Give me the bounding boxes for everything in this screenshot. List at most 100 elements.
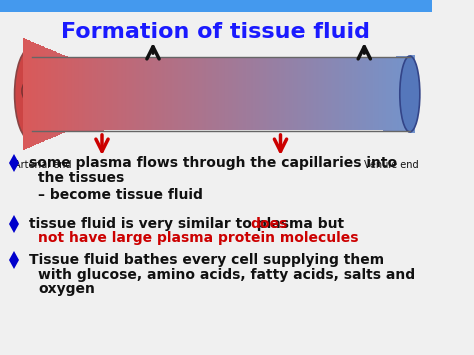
Bar <box>268 58 270 130</box>
Bar <box>409 55 411 132</box>
Bar <box>314 58 316 130</box>
Bar <box>376 58 378 130</box>
Bar <box>111 58 113 130</box>
Bar <box>177 58 179 130</box>
Bar <box>75 57 77 131</box>
Bar <box>355 58 356 130</box>
Bar <box>237 58 238 130</box>
Bar <box>234 58 236 130</box>
Bar <box>174 58 176 130</box>
Bar <box>175 58 177 130</box>
Bar <box>413 55 415 133</box>
Bar <box>208 58 210 130</box>
Bar <box>358 58 360 130</box>
Bar <box>151 58 153 130</box>
Bar <box>73 57 75 131</box>
Bar <box>49 49 51 139</box>
Bar <box>286 58 288 130</box>
Bar <box>137 58 139 130</box>
Bar <box>128 58 130 130</box>
Bar <box>58 53 60 135</box>
Bar <box>57 53 58 136</box>
Bar <box>153 58 155 130</box>
Bar <box>168 58 169 130</box>
Bar <box>166 58 168 130</box>
Bar <box>54 51 56 137</box>
Text: oxygen: oxygen <box>38 282 95 296</box>
Bar <box>178 58 180 130</box>
Bar <box>264 58 266 130</box>
Bar <box>59 54 61 135</box>
Bar <box>53 51 55 137</box>
Bar <box>258 58 259 130</box>
Bar <box>134 58 136 130</box>
Bar <box>54 51 56 137</box>
Bar <box>131 58 133 130</box>
Bar <box>289 58 291 130</box>
Bar <box>78 57 79 131</box>
Bar <box>127 58 129 130</box>
Bar <box>331 58 333 130</box>
Bar <box>211 58 212 130</box>
Ellipse shape <box>15 47 49 141</box>
Bar <box>106 58 108 130</box>
Bar <box>173 58 174 130</box>
Bar <box>369 58 371 130</box>
Bar <box>241 58 243 130</box>
Bar <box>345 58 347 130</box>
Bar <box>216 58 218 130</box>
Bar <box>318 58 319 130</box>
Bar <box>408 56 410 132</box>
Bar <box>239 58 241 130</box>
Bar <box>360 58 361 130</box>
Bar <box>196 58 198 130</box>
Bar <box>298 58 300 130</box>
Bar <box>49 49 51 139</box>
Bar <box>300 58 301 130</box>
Bar <box>236 58 237 130</box>
Bar <box>324 58 326 130</box>
Bar <box>35 43 36 145</box>
Bar <box>322 58 323 130</box>
Bar <box>36 44 37 144</box>
Bar <box>121 58 122 130</box>
Bar <box>391 57 392 131</box>
Bar <box>315 58 317 130</box>
Bar <box>212 58 214 130</box>
Bar <box>85 57 87 131</box>
Bar <box>152 58 154 130</box>
Bar <box>40 45 42 143</box>
Bar <box>384 57 386 131</box>
Bar <box>233 58 235 130</box>
Bar <box>105 58 107 130</box>
Bar <box>96 57 98 131</box>
Bar <box>32 42 34 146</box>
Bar <box>42 47 44 142</box>
Bar <box>367 58 369 130</box>
Bar <box>361 58 363 130</box>
Bar <box>379 58 381 130</box>
Bar <box>221 58 223 130</box>
Bar <box>58 53 60 135</box>
Bar <box>270 58 271 130</box>
Bar <box>170 58 172 130</box>
Bar <box>161 58 163 130</box>
Bar <box>68 58 70 131</box>
Bar <box>143 58 145 130</box>
Bar <box>85 57 87 131</box>
Bar <box>92 57 94 131</box>
Bar <box>201 58 202 130</box>
Bar <box>306 58 308 130</box>
Bar <box>215 58 217 130</box>
Bar <box>82 57 83 131</box>
Text: – become tissue fluid: – become tissue fluid <box>38 188 203 202</box>
Bar <box>99 58 100 131</box>
Bar <box>349 58 351 130</box>
Bar <box>375 58 377 130</box>
Bar <box>323 58 325 130</box>
Bar <box>402 56 404 132</box>
Bar <box>38 45 40 143</box>
Bar <box>27 40 28 148</box>
Bar <box>113 58 115 130</box>
Bar <box>125 58 127 130</box>
